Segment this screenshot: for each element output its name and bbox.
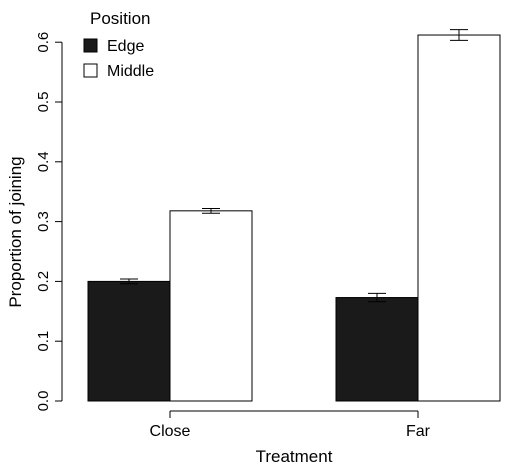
error-bars xyxy=(120,29,468,303)
y-axis: 0.0 0.1 0.2 0.3 0.4 0.5 0.6 xyxy=(35,32,63,412)
error-bar-edge-far xyxy=(368,292,386,303)
x-axis: Close Far xyxy=(150,410,431,440)
legend-label-middle: Middle xyxy=(107,63,154,80)
bar-middle-far xyxy=(417,34,501,402)
legend-label-edge: Edge xyxy=(107,38,144,55)
x-tick-label: Close xyxy=(150,423,191,440)
bar-edge-far xyxy=(335,297,419,402)
y-tick-label: 0.1 xyxy=(35,331,52,352)
y-axis-label: Proportion of joining xyxy=(6,156,25,307)
legend: Position Edge Middle xyxy=(83,9,154,80)
y-tick-label: 0.2 xyxy=(35,271,52,292)
y-tick-label: 0.4 xyxy=(35,151,52,172)
legend-swatch-edge xyxy=(83,38,98,53)
y-tick-label: 0.6 xyxy=(35,32,52,53)
y-tick-label: 0.3 xyxy=(35,211,52,232)
x-tick-label: Far xyxy=(406,423,431,440)
bar-middle-close xyxy=(169,210,253,402)
bars xyxy=(87,34,501,402)
error-bar-edge-close xyxy=(120,278,138,285)
legend-title: Position xyxy=(90,9,150,28)
error-bar-middle-far xyxy=(450,29,468,41)
y-tick-label: 0.0 xyxy=(35,391,52,412)
legend-swatch-middle xyxy=(83,63,98,78)
y-tick-label: 0.5 xyxy=(35,92,52,113)
x-axis-label: Treatment xyxy=(256,447,333,465)
bar-edge-close xyxy=(87,280,171,402)
error-bar-middle-close xyxy=(202,207,220,214)
